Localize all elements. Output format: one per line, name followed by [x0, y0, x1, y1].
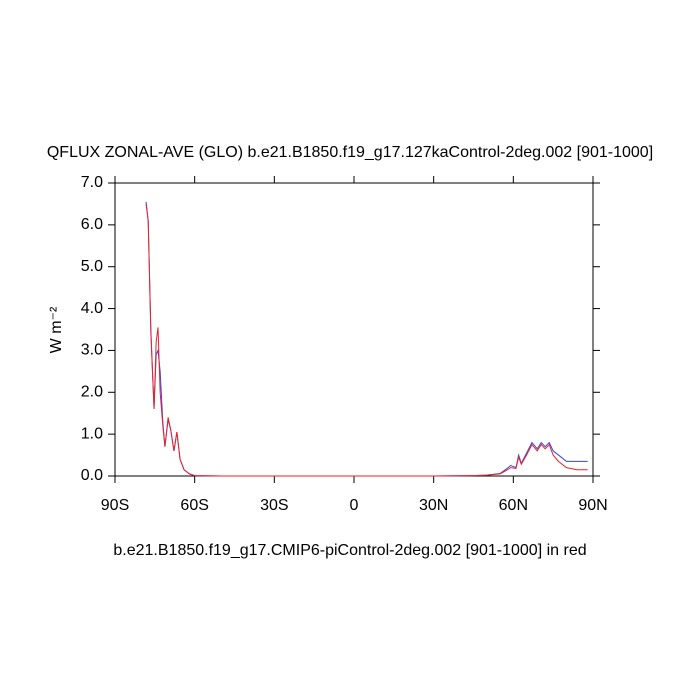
y-tick-label: 0.0 [81, 467, 103, 484]
y-tick-label: 6.0 [81, 216, 103, 233]
y-tick-label: 1.0 [81, 425, 103, 442]
x-tick-label: 30N [419, 497, 448, 514]
x-tick-label: 60S [180, 497, 208, 514]
y-tick-label: 2.0 [81, 384, 103, 401]
x-tick-label: 90S [101, 497, 129, 514]
x-tick-label: 30S [260, 497, 288, 514]
x-tick-label: 0 [350, 497, 359, 514]
y-tick-label: 5.0 [81, 258, 103, 275]
x-tick-label: 60N [499, 497, 528, 514]
x-tick-label: 90N [578, 497, 607, 514]
x-axis-label: b.e21.B1850.f19_g17.CMIP6-piControl-2deg… [113, 542, 586, 559]
y-tick-label: 4.0 [81, 300, 103, 317]
y-tick-label: 7.0 [81, 174, 103, 191]
y-tick-label: 3.0 [81, 342, 103, 359]
data-line [145, 203, 588, 477]
chart-title: QFLUX ZONAL-AVE (GLO) b.e21.B1850.f19_g1… [47, 144, 653, 161]
y-axis-label: W m⁻² [48, 306, 65, 353]
